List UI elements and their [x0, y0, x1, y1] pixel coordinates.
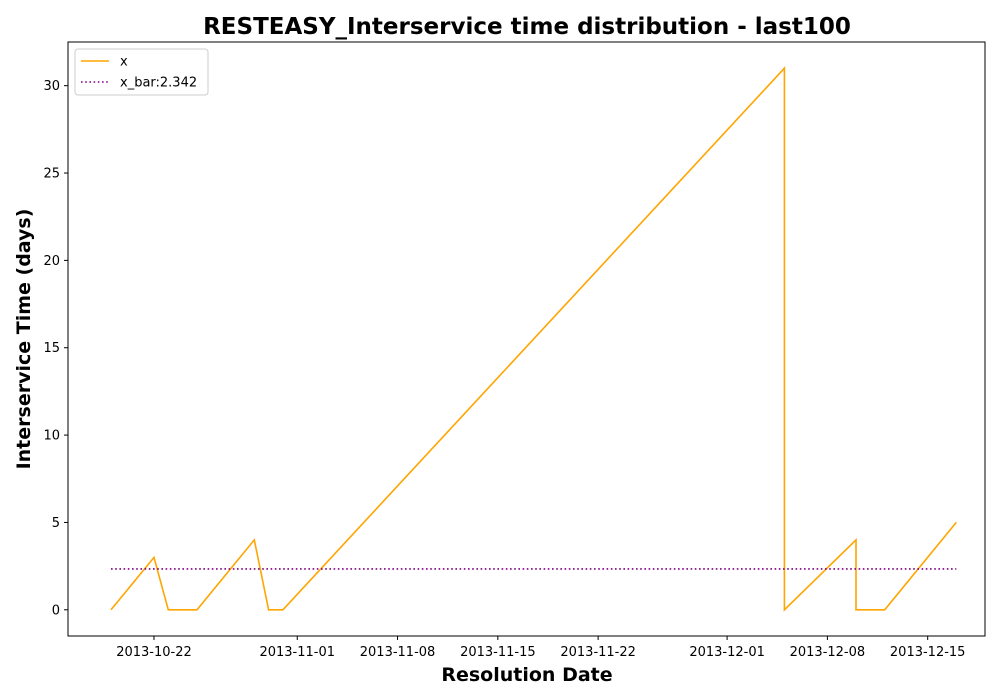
y-axis-label: Interservice Time (days): [13, 209, 35, 470]
series-line: [110, 66, 957, 612]
x-tick-label: 2013-12-01: [689, 645, 765, 660]
legend: x x_bar:2.342: [74, 48, 209, 96]
series-layer: [110, 66, 957, 612]
y-tick-label: 15: [43, 341, 60, 356]
x-tick-label: 2013-11-22: [560, 645, 636, 660]
y-tick-label: 25: [43, 167, 60, 182]
x-tick-label: 2013-11-08: [360, 645, 436, 660]
y-tick-label: 5: [52, 516, 60, 531]
legend-label: x_bar:2.342: [120, 76, 197, 91]
x-tick-label: 2013-12-15: [890, 645, 966, 660]
x-tick-label: 2013-10-22: [116, 645, 192, 660]
y-axis: 0 5 10 15 20 25 30: [43, 79, 68, 618]
y-tick-label: 20: [43, 254, 60, 269]
legend-label: x: [120, 55, 128, 70]
y-tick-label: 30: [43, 79, 60, 94]
x-tick-label: 2013-12-08: [790, 645, 866, 660]
x-tick-label: 2013-11-01: [259, 645, 335, 660]
y-tick-label: 10: [43, 429, 60, 444]
x-axis: 2013-10-22 2013-11-01 2013-11-08 2013-11-15…: [116, 636, 965, 660]
y-tick-label: 0: [52, 603, 60, 618]
plot-area: [67, 41, 986, 637]
chart-title: RESTEASY_Interservice time distribution …: [203, 14, 851, 40]
x-axis-label: Resolution Date: [441, 664, 612, 686]
x-tick-label: 2013-11-15: [460, 645, 536, 660]
